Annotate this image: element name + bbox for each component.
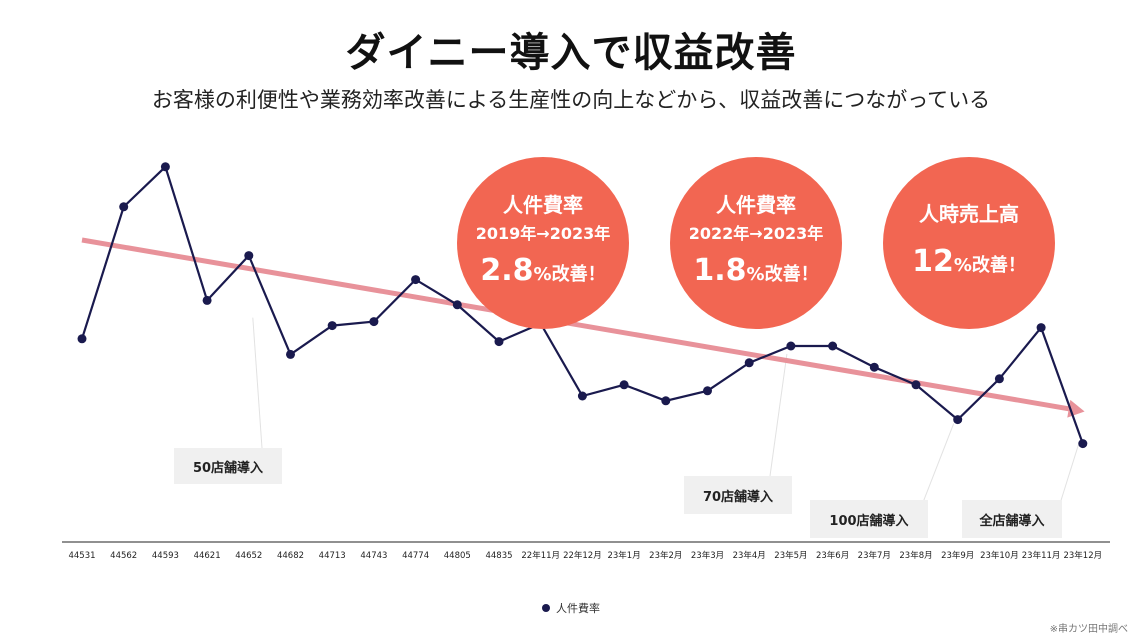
data-point-3	[160, 162, 170, 172]
data-point-16	[703, 386, 712, 396]
highlight-bubble-sales-per-hour: 人時売上高 12%改善！	[883, 157, 1055, 329]
x-tick-label: 23年2月	[649, 550, 682, 561]
callout-70-stores: 70店舗導入	[684, 476, 792, 514]
series-layer	[77, 162, 1088, 449]
source-note: ※串カツ田中調べ	[1049, 624, 1128, 635]
legend: 人件費率	[0, 600, 1142, 616]
data-point-19	[828, 341, 838, 351]
x-tick-label: 44531	[68, 551, 95, 561]
callout-50-stores: 50店舗導入	[174, 448, 282, 484]
bubble-value-line: 2.8%改善！	[480, 251, 605, 295]
x-tick-label: 23年7月	[858, 550, 891, 561]
callout-label: 70店舗導入	[702, 489, 774, 505]
x-tick-label: 44682	[277, 551, 304, 561]
data-point-24	[1036, 323, 1046, 333]
bubble-heading: 人時売上高	[919, 202, 1019, 226]
data-point-25	[1078, 439, 1088, 449]
x-tick-label: 23年11月	[1022, 550, 1061, 561]
x-tick-label: 23年9月	[941, 550, 974, 561]
data-point-17	[744, 358, 754, 368]
x-tick-label: 23年8月	[899, 550, 932, 561]
x-tick-label: 23年6月	[816, 550, 849, 561]
data-point-13	[577, 391, 587, 401]
bubble-period: 2019年→2023年	[475, 224, 611, 243]
x-tick-label: 44835	[485, 551, 512, 561]
bubble-value: 1.8	[693, 253, 747, 288]
connector-4	[1057, 443, 1080, 511]
data-point-23	[994, 374, 1004, 384]
callout-connectors	[252, 317, 1080, 511]
data-point-18	[786, 341, 796, 351]
legend-label: 人件費率	[556, 602, 600, 615]
data-point-8	[369, 317, 379, 327]
connector-2	[769, 353, 788, 477]
bubble-suffix: %改善！	[953, 255, 1026, 276]
data-point-14	[619, 380, 629, 390]
bubble-value: 2.8	[480, 253, 534, 288]
data-point-10	[452, 300, 462, 310]
connector-1	[252, 317, 263, 449]
data-point-6	[286, 349, 295, 359]
x-tick-label: 23年5月	[774, 550, 807, 561]
x-tick-label: 44621	[194, 551, 221, 561]
data-point-15	[661, 396, 671, 406]
data-point-4	[202, 295, 212, 305]
connector-3	[919, 423, 955, 511]
legend-marker-icon	[542, 604, 550, 612]
x-tick-label: 44652	[235, 551, 262, 561]
bubble-value-line: 1.8%改善！	[693, 251, 818, 295]
bubble-suffix: %改善！	[746, 264, 819, 285]
x-tick-label: 44805	[444, 551, 471, 561]
bubble-value: 12	[912, 244, 954, 279]
callout-100-stores: 100店舗導入	[810, 500, 928, 538]
bubble-period: 2022年→2023年	[688, 224, 824, 243]
callout-all-stores: 全店舗導入	[962, 500, 1062, 538]
bubble-heading: 人件費率	[716, 193, 796, 217]
data-point-21	[911, 380, 921, 390]
x-tick-label: 23年10月	[980, 550, 1019, 561]
bubble-heading: 人件費率	[503, 193, 583, 217]
data-point-20	[869, 362, 879, 372]
page-subtitle: お客様の利便性や業務効率改善による生産性の向上などから、収益改善につながっている	[151, 88, 991, 112]
x-tick-label: 23年12月	[1063, 550, 1102, 561]
x-tick-label: 44593	[152, 551, 179, 561]
data-point-2	[119, 202, 129, 212]
x-tick-label: 23年4月	[733, 550, 766, 561]
x-tick-label: 44562	[110, 551, 137, 561]
highlight-bubble-labor-2019-2023: 人件費率 2019年→2023年 2.8%改善！	[457, 157, 629, 329]
bubble-value-line: 12%改善！	[912, 242, 1026, 286]
x-tick-label: 44774	[402, 551, 429, 561]
callout-label: 100店舗導入	[829, 513, 909, 529]
data-point-7	[327, 321, 337, 331]
page-title: ダイニー導入で収益改善	[345, 30, 797, 76]
x-tick-label: 44743	[360, 551, 387, 561]
x-tick-label: 22年12月	[563, 550, 602, 561]
data-point-1	[77, 334, 87, 344]
callout-label: 50店舗導入	[192, 460, 264, 476]
data-point-22	[953, 415, 963, 425]
data-point-11	[494, 337, 504, 347]
data-point-5	[244, 251, 254, 261]
callout-label: 全店舗導入	[979, 513, 1045, 529]
highlight-bubble-labor-2022-2023: 人件費率 2022年→2023年 1.8%改善！	[670, 157, 842, 329]
x-tick-label: 22年11月	[521, 550, 560, 561]
x-tick-label: 23年1月	[607, 550, 640, 561]
x-tick-label: 44713	[319, 551, 346, 561]
data-point-9	[411, 275, 421, 285]
bubble-suffix: %改善！	[533, 264, 606, 285]
x-tick-label: 23年3月	[691, 550, 724, 561]
x-tick-labels: 44531 44562 44593 44621 44652 44682 44713 44743…	[68, 550, 1102, 561]
